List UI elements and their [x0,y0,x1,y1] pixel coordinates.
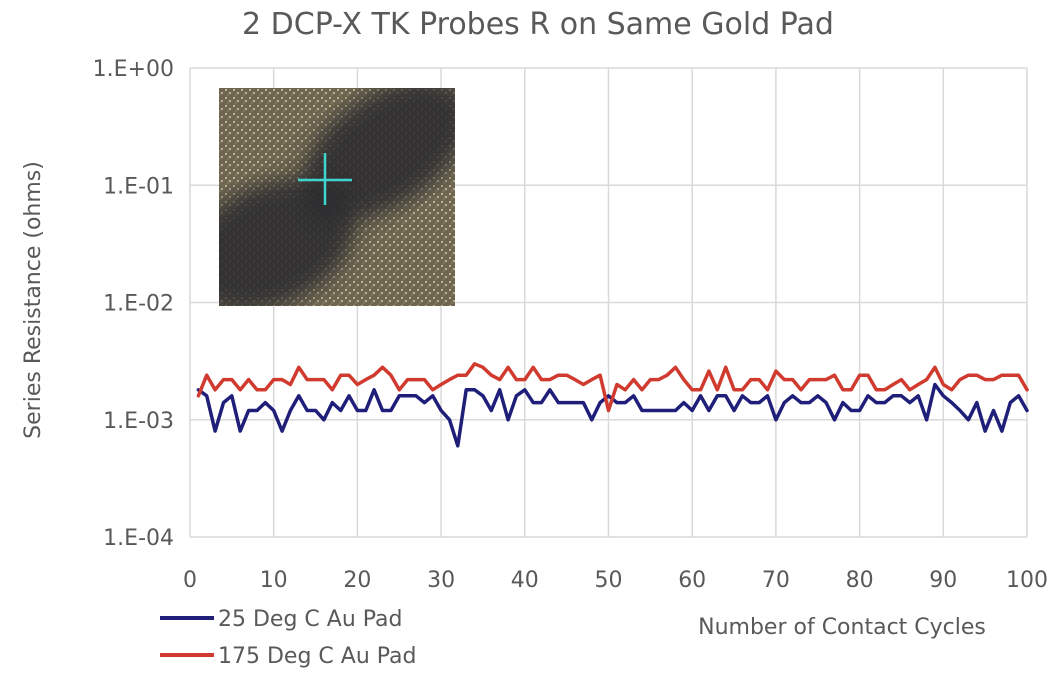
y-axis-title: Series Resistance (ohms) [21,161,46,439]
x-tick-label: 40 [511,568,539,593]
inset-micrograph [219,88,455,306]
x-axis-ticks: 0 10 20 30 40 50 60 70 80 90 100 [183,568,1048,593]
legend-label-175c: 175 Deg C Au Pad [218,644,416,669]
x-tick-label: 0 [183,568,197,593]
legend-label-25c: 25 Deg C Au Pad [218,607,403,632]
x-axis-title: Number of Contact Cycles [698,615,986,640]
y-tick-label: 1.E-04 [103,526,174,551]
y-tick-label: 1.E-01 [103,174,174,199]
x-tick-label: 10 [260,568,288,593]
series-line-1 [196,362,1029,413]
x-tick-label: 70 [762,568,790,593]
gridlines [189,67,1028,538]
chart-title: 2 DCP-X TK Probes R on Same Gold Pad [242,7,834,42]
probe-shadow-upper [301,88,455,221]
y-tick-label: 1.E-02 [103,292,174,317]
x-tick-label: 80 [846,568,874,593]
x-tick-label: 60 [678,568,706,593]
x-tick-label: 100 [1006,568,1048,593]
crosshair-marker [298,153,352,205]
x-tick-label: 30 [427,568,455,593]
x-tick-label: 90 [929,568,957,593]
x-tick-label: 20 [343,568,371,593]
y-tick-label: 1.E-03 [103,409,174,434]
x-tick-label: 50 [595,568,623,593]
probe-shadow-lower [219,178,356,306]
y-tick-label: 1.E+00 [93,57,174,82]
y-axis-ticks: 1.E+00 1.E-01 1.E-02 1.E-03 1.E-04 [93,57,174,551]
legend: 25 Deg C Au Pad 175 Deg C Au Pad [160,607,416,669]
data-series [196,362,1029,448]
